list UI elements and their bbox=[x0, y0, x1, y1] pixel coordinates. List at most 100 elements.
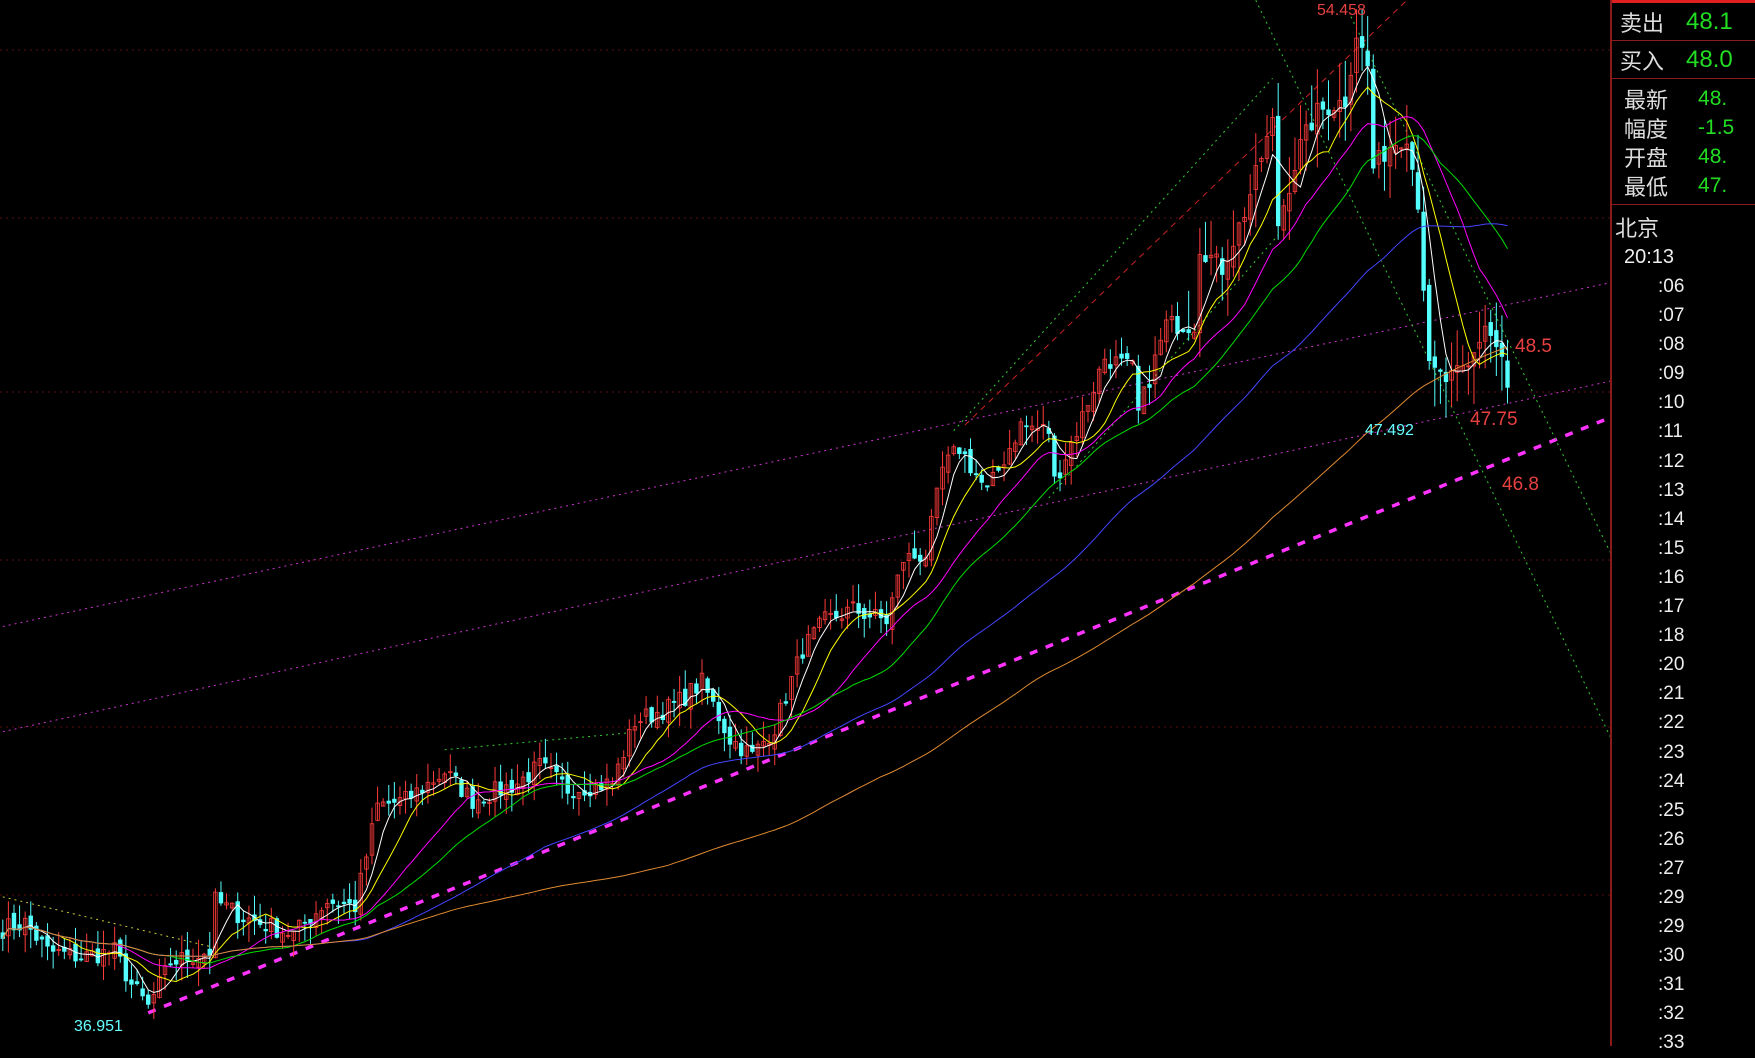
candle-body bbox=[364, 856, 369, 870]
candle-body bbox=[1035, 427, 1040, 431]
candle-body bbox=[1443, 371, 1449, 383]
candle-body bbox=[1488, 322, 1493, 336]
tick-time: :09 bbox=[1658, 363, 1685, 385]
candle-body bbox=[940, 466, 945, 490]
candle-body bbox=[615, 763, 621, 785]
candle-body bbox=[638, 721, 643, 724]
candle-body bbox=[862, 608, 867, 619]
grid-lines bbox=[0, 49, 1611, 896]
candle-body bbox=[850, 601, 856, 604]
tick-time: :17 bbox=[1658, 596, 1685, 618]
candle-body bbox=[1208, 254, 1214, 259]
stat-row: 最低 47. bbox=[1612, 171, 1755, 200]
tick-time: :27 bbox=[1658, 857, 1685, 879]
tick-time: :22 bbox=[1658, 712, 1685, 734]
candle-body bbox=[811, 627, 817, 640]
candle-body bbox=[895, 574, 900, 598]
candle-body bbox=[224, 902, 229, 906]
candle-body bbox=[1203, 255, 1208, 262]
candle-body bbox=[973, 473, 979, 476]
candle-body bbox=[632, 726, 638, 731]
candle-body bbox=[772, 734, 777, 750]
candle-body bbox=[95, 948, 101, 964]
candle-body bbox=[1096, 368, 1102, 394]
candle-body bbox=[1494, 330, 1499, 348]
trendline bbox=[2, 896, 216, 949]
candle-body bbox=[274, 918, 280, 938]
candle-body bbox=[17, 924, 22, 931]
candle-body bbox=[1415, 172, 1421, 210]
candle-body bbox=[1253, 165, 1258, 190]
tick-time-list: :06:07:08:09:10:11:12:13:14:15:16:17:18:… bbox=[1612, 272, 1755, 1058]
candle-body bbox=[1326, 109, 1331, 116]
candle-body bbox=[1214, 253, 1219, 258]
tick-time: :07 bbox=[1658, 305, 1685, 327]
candle-body bbox=[1013, 442, 1018, 452]
trendline bbox=[2, 282, 1611, 627]
candle-body bbox=[1421, 211, 1426, 291]
candle-body bbox=[498, 781, 503, 796]
stat-label: 幅度 bbox=[1624, 116, 1669, 142]
candle-body bbox=[207, 948, 212, 956]
candle-body bbox=[537, 758, 542, 767]
candle-body bbox=[643, 708, 649, 717]
candle-body bbox=[1410, 142, 1415, 170]
candle-body bbox=[6, 918, 11, 937]
level-48-5-label: 48.5 bbox=[1515, 336, 1552, 357]
candle-body bbox=[375, 802, 380, 821]
candle-body bbox=[358, 872, 363, 915]
candle-body bbox=[1359, 36, 1365, 48]
candle-body bbox=[1175, 316, 1180, 334]
candle-body bbox=[912, 548, 917, 559]
candle-body bbox=[302, 921, 308, 924]
tick-time: :16 bbox=[1658, 566, 1685, 588]
panel-top-bar bbox=[1612, 0, 1755, 3]
candle-body bbox=[269, 918, 274, 933]
tick-time: :31 bbox=[1658, 974, 1685, 996]
candle-body bbox=[985, 485, 990, 488]
candle-body bbox=[134, 981, 140, 985]
candle-body bbox=[1337, 100, 1342, 112]
candle-body bbox=[957, 447, 962, 455]
candle-body bbox=[1404, 143, 1410, 149]
candle-body bbox=[1320, 101, 1326, 110]
candle-body bbox=[285, 934, 291, 937]
candle-body bbox=[39, 936, 45, 940]
trendline bbox=[2, 380, 1611, 733]
candle-body bbox=[996, 466, 1001, 471]
candle-body bbox=[845, 606, 850, 619]
candle-body bbox=[1348, 74, 1354, 105]
candle-body bbox=[917, 554, 923, 562]
candle-body bbox=[1264, 136, 1270, 159]
candle-body bbox=[794, 656, 800, 675]
candle-body bbox=[711, 689, 716, 702]
candle-body bbox=[694, 683, 699, 694]
candle-body bbox=[1220, 258, 1225, 275]
level-47-75-label: 47.75 bbox=[1470, 409, 1518, 430]
candle-body bbox=[733, 741, 738, 749]
candle-body bbox=[683, 688, 688, 706]
candle-body bbox=[627, 728, 632, 757]
candle-body bbox=[101, 949, 106, 967]
candle-body bbox=[45, 935, 50, 947]
candle-body bbox=[968, 448, 973, 474]
stat-row: 幅度 -1.5 bbox=[1612, 113, 1755, 142]
candle-body bbox=[50, 945, 56, 952]
candle-body bbox=[420, 789, 425, 794]
price-chart[interactable] bbox=[0, 0, 1611, 1046]
candle-body bbox=[1270, 117, 1275, 136]
tick-time: :14 bbox=[1658, 508, 1685, 530]
candle-body bbox=[1052, 435, 1057, 477]
candle-body bbox=[190, 962, 196, 965]
candle-body bbox=[526, 772, 531, 783]
candle-body bbox=[1018, 421, 1024, 446]
tick-time: :23 bbox=[1658, 741, 1685, 763]
candle-body bbox=[800, 654, 805, 659]
level-46-8-label: 46.8 bbox=[1502, 474, 1539, 495]
candle-body bbox=[1427, 284, 1432, 362]
candlesticks bbox=[0, 8, 1510, 1020]
candle-body bbox=[118, 939, 123, 957]
trendline bbox=[444, 732, 630, 751]
candle-body bbox=[1029, 425, 1035, 431]
stat-row: 最新 48. bbox=[1612, 84, 1755, 113]
